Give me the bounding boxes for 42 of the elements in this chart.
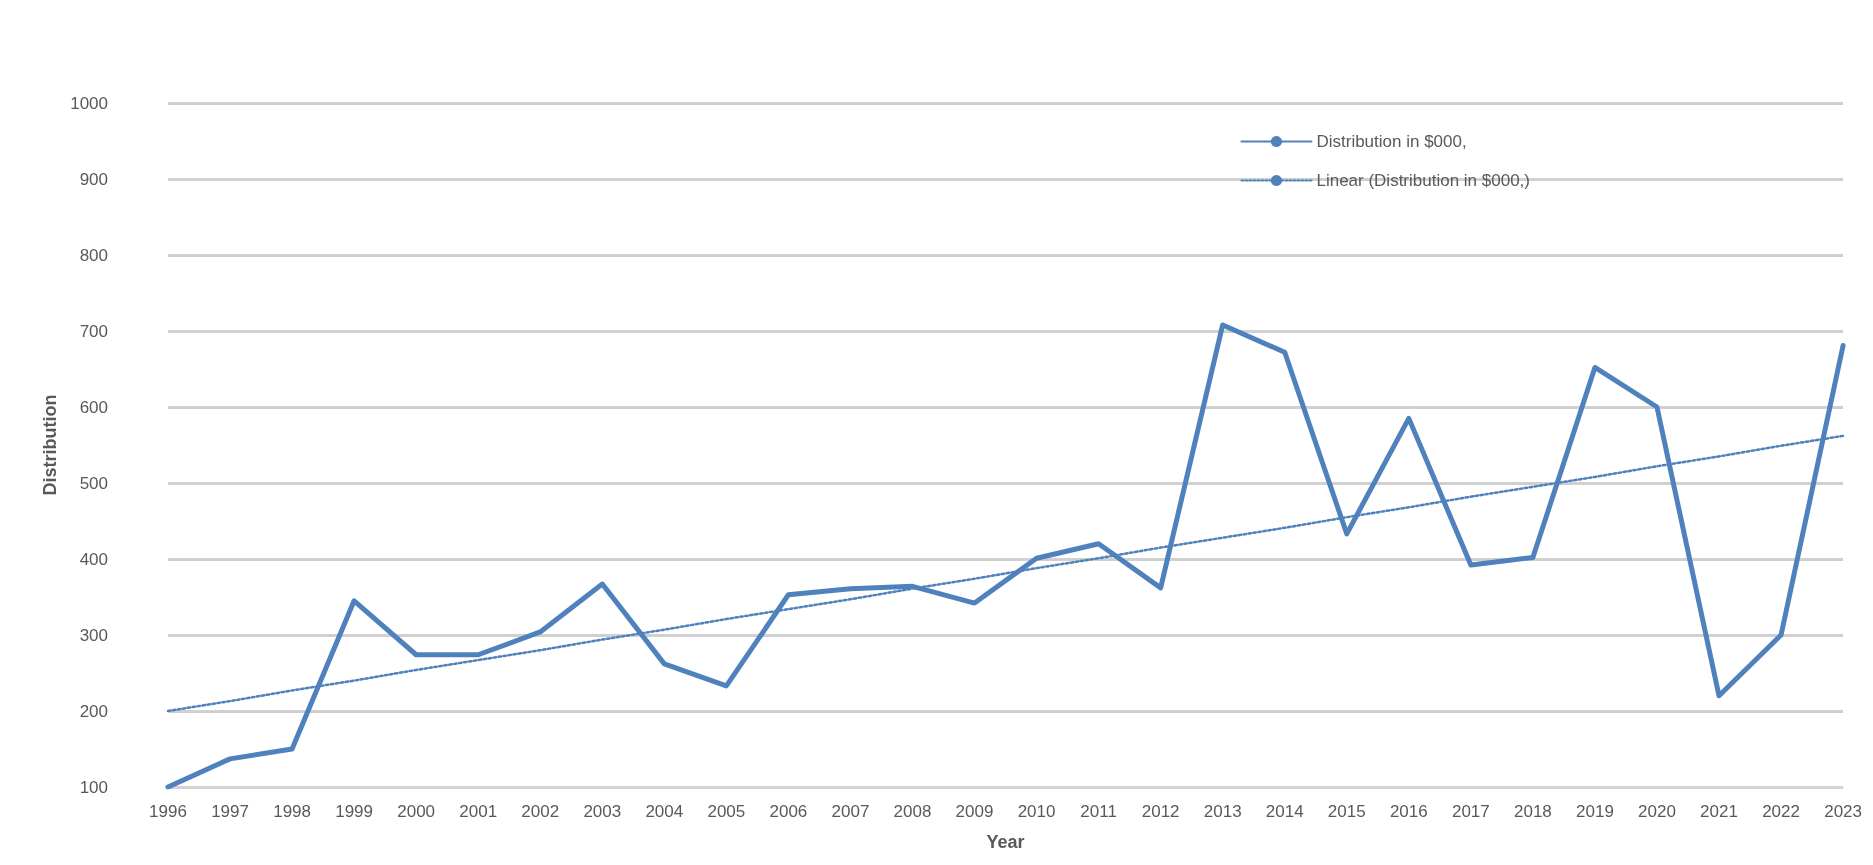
x-tick-label: 2011 bbox=[1080, 802, 1117, 821]
x-tick-label: 1997 bbox=[211, 802, 249, 821]
x-tick-label: 2023 bbox=[1824, 802, 1862, 821]
x-tick-label: 2003 bbox=[583, 802, 622, 821]
x-tick-label: 2022 bbox=[1762, 802, 1800, 821]
x-tick-label: 2021 bbox=[1700, 802, 1738, 821]
x-tick-label: 2010 bbox=[1017, 802, 1056, 821]
x-tick-label: 2013 bbox=[1203, 802, 1242, 821]
x-tick-label: 1996 bbox=[149, 802, 187, 821]
x-tick-label: 2014 bbox=[1265, 802, 1304, 821]
y-axis-title: Distribution bbox=[40, 394, 61, 496]
x-tick-label: 2009 bbox=[955, 802, 994, 821]
legend-label: Linear (Distribution in $000,) bbox=[1316, 171, 1531, 190]
x-tick-label: 2015 bbox=[1327, 802, 1366, 821]
y-tick-label: 1000 bbox=[70, 93, 108, 113]
x-tick-label: 2019 bbox=[1576, 802, 1614, 821]
x-tick-label: 2016 bbox=[1389, 802, 1428, 821]
y-tick-label: 100 bbox=[79, 777, 108, 797]
x-tick-label: 2000 bbox=[397, 802, 436, 821]
x-tick-label: 2006 bbox=[769, 802, 808, 821]
y-tick-label: 300 bbox=[79, 625, 108, 645]
y-tick-label: 200 bbox=[79, 701, 108, 721]
x-tick-label: 2017 bbox=[1451, 802, 1490, 821]
x-tick-label: 2020 bbox=[1638, 802, 1676, 821]
x-tick-label: 2002 bbox=[521, 802, 560, 821]
x-tick-label: 2008 bbox=[893, 802, 932, 821]
x-tick-label: 2012 bbox=[1141, 802, 1180, 821]
y-tick-label: 500 bbox=[79, 473, 108, 493]
x-tick-label: 2001 bbox=[459, 802, 498, 821]
y-tick-label: 600 bbox=[79, 397, 108, 417]
y-tick-label: 700 bbox=[79, 321, 108, 341]
y-tick-label: 900 bbox=[79, 169, 108, 189]
x-tick-label: 1999 bbox=[335, 802, 374, 821]
x-tick-label: 2005 bbox=[707, 802, 746, 821]
y-tick-label: 800 bbox=[79, 245, 108, 265]
x-axis-title: Year bbox=[986, 832, 1025, 852]
y-tick-label: 400 bbox=[79, 549, 108, 569]
legend-label: Distribution in $000, bbox=[1316, 132, 1467, 151]
x-tick-label: 1998 bbox=[273, 802, 311, 821]
x-tick-label: 2018 bbox=[1513, 802, 1552, 821]
x-tick-label: 2007 bbox=[831, 802, 870, 821]
x-tick-label: 2004 bbox=[645, 802, 684, 821]
